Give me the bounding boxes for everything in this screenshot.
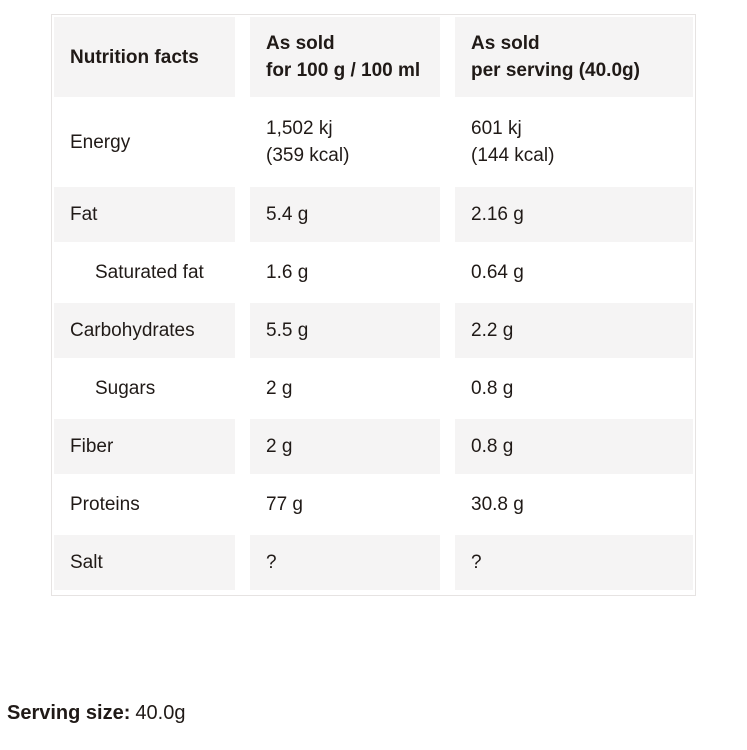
per-serving-cell: 2.16 g [455, 187, 693, 245]
per-100g-cell: 1,502 kj (359 kcal) [250, 100, 455, 187]
row-label-cell: Saturated fat [54, 245, 250, 303]
header-as-sold-per-100g: As sold for 100 g / 100 ml [250, 17, 455, 100]
per-serving-cell: 0.8 g [455, 361, 693, 419]
serving-size-label: Serving size: [7, 702, 131, 724]
row-label-cell: Fat [54, 187, 250, 245]
row-label-cell: Fiber [54, 419, 250, 477]
per-serving-cell: 2.2 g [455, 303, 693, 361]
row-label-cell: Energy [54, 100, 250, 187]
per-serving-cell: ? [455, 535, 693, 593]
per-100g-cell: ? [250, 535, 455, 593]
per-100g-cell: 2 g [250, 361, 455, 419]
table-row-saturated-fat: Saturated fat 1.6 g 0.64 g [54, 245, 693, 303]
nutrition-facts-panel: Nutrition facts As sold for 100 g / 100 … [51, 14, 696, 596]
per-100g-cell: 1.6 g [250, 245, 455, 303]
table-row-carbohydrates: Carbohydrates 5.5 g 2.2 g [54, 303, 693, 361]
table-row-fiber: Fiber 2 g 0.8 g [54, 419, 693, 477]
row-label-cell: Proteins [54, 477, 250, 535]
per-serving-cell: 0.64 g [455, 245, 693, 303]
row-label-cell: Sugars [54, 361, 250, 419]
table-row-sugars: Sugars 2 g 0.8 g [54, 361, 693, 419]
header-as-sold-per-serving: As sold per serving (40.0g) [455, 17, 693, 100]
per-serving-cell: 30.8 g [455, 477, 693, 535]
per-serving-cell: 0.8 g [455, 419, 693, 477]
table-row-proteins: Proteins 77 g 30.8 g [54, 477, 693, 535]
per-100g-cell: 5.4 g [250, 187, 455, 245]
table-row-fat: Fat 5.4 g 2.16 g [54, 187, 693, 245]
header-nutrition-facts: Nutrition facts [54, 17, 250, 100]
table-row-salt: Salt ? ? [54, 535, 693, 593]
table-header-row: Nutrition facts As sold for 100 g / 100 … [54, 17, 693, 100]
per-100g-cell: 2 g [250, 419, 455, 477]
row-label-cell: Salt [54, 535, 250, 593]
nutrition-facts-table: Nutrition facts As sold for 100 g / 100 … [54, 17, 693, 593]
serving-size-value: 40.0g [135, 702, 186, 724]
serving-size-line: Serving size: 40.0g [7, 700, 185, 726]
per-serving-cell: 601 kj (144 kcal) [455, 100, 693, 187]
table-row-energy: Energy 1,502 kj (359 kcal) 601 kj (144 k… [54, 100, 693, 187]
row-label-cell: Carbohydrates [54, 303, 250, 361]
per-100g-cell: 77 g [250, 477, 455, 535]
per-100g-cell: 5.5 g [250, 303, 455, 361]
